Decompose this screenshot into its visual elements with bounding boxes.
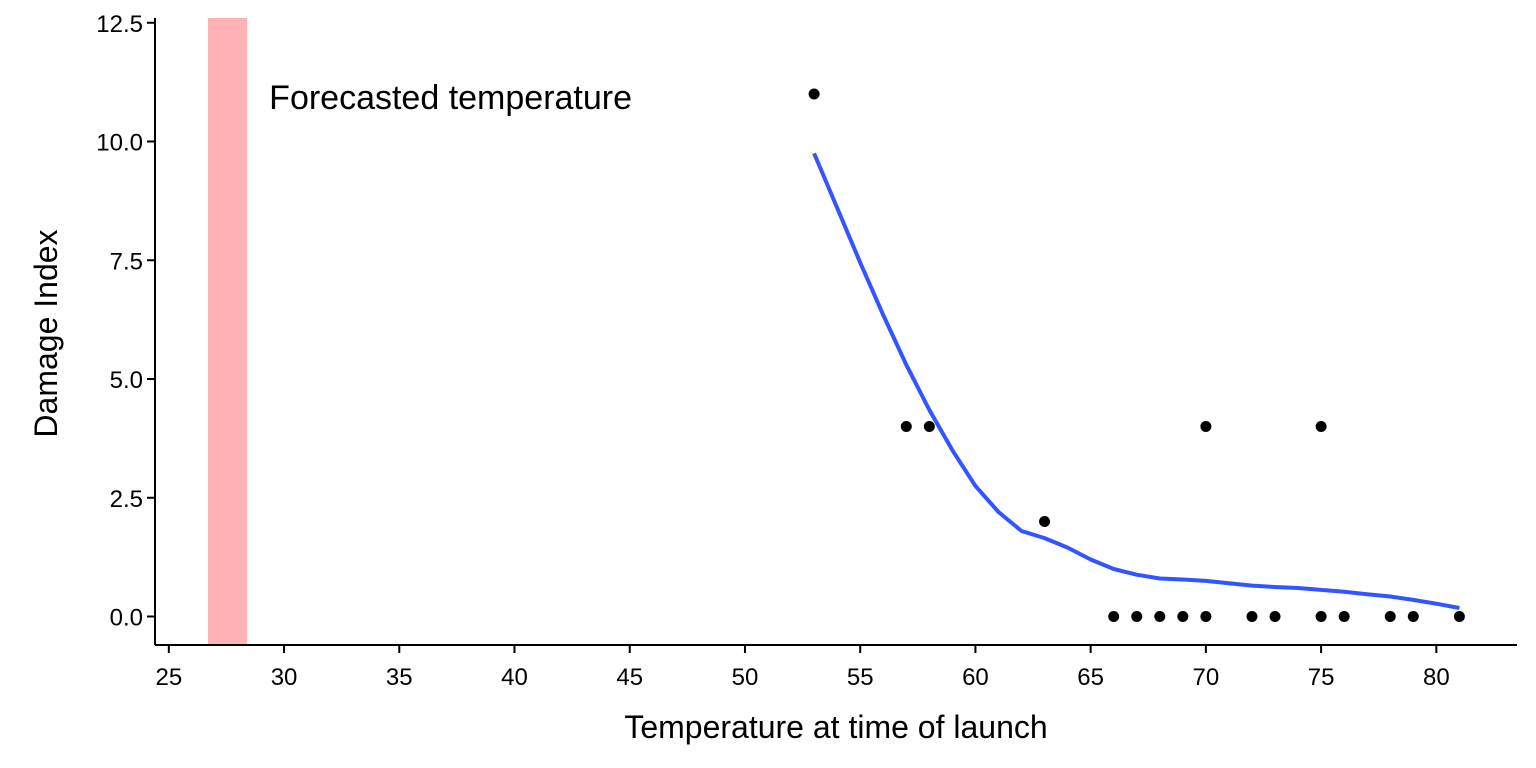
- y-tick-label: 5.0: [110, 367, 143, 394]
- y-tick-label: 7.5: [110, 248, 143, 275]
- data-point: [1200, 611, 1212, 622]
- data-point: [1407, 611, 1419, 622]
- data-point: [900, 421, 912, 432]
- data-point: [1315, 611, 1327, 622]
- x-tick-label: 60: [962, 664, 989, 691]
- data-point: [1131, 611, 1143, 622]
- x-tick-label: 80: [1423, 664, 1450, 691]
- x-tick-label: 50: [732, 664, 759, 691]
- data-point: [1154, 611, 1166, 622]
- data-point: [1177, 611, 1189, 622]
- forecast-band: [208, 18, 248, 645]
- x-ticks: 25 30 35 40 45 50 55 60 65 70 75 80: [155, 645, 1450, 691]
- data-point: [1338, 611, 1350, 622]
- data-point: [1384, 611, 1396, 622]
- x-tick-label: 25: [155, 664, 182, 691]
- y-tick-label: 12.5: [96, 11, 143, 38]
- data-point: [1039, 516, 1051, 527]
- y-tick-label: 10.0: [96, 130, 143, 157]
- smooth-trend-line: [812, 152, 1460, 610]
- data-point: [1315, 421, 1327, 432]
- x-tick-label: 40: [501, 664, 528, 691]
- x-tick-label: 55: [847, 664, 874, 691]
- data-point: [1269, 611, 1281, 622]
- x-tick-label: 30: [271, 664, 298, 691]
- x-tick-label: 75: [1308, 664, 1335, 691]
- axes: [154, 18, 1517, 646]
- data-point: [1108, 611, 1120, 622]
- data-point: [1200, 421, 1212, 432]
- x-tick-label: 35: [386, 664, 413, 691]
- y-tick-label: 2.5: [110, 486, 143, 513]
- data-point: [808, 88, 820, 100]
- x-tick-label: 70: [1193, 664, 1220, 691]
- x-tick-label: 45: [616, 664, 643, 691]
- data-point: [923, 421, 935, 432]
- data-point: [1453, 611, 1465, 622]
- x-tick-label: 65: [1077, 664, 1104, 691]
- series-layer: [808, 88, 1465, 622]
- x-axis-title: Temperature at time of launch: [624, 709, 1047, 745]
- highlight-band-layer: [208, 18, 248, 645]
- data-point: [1246, 611, 1258, 622]
- y-ticks: 0.0 2.5 5.0 7.5 10.0 12.5: [96, 11, 155, 632]
- forecast-annotation: Forecasted temperature: [269, 79, 632, 117]
- y-tick-label: 0.0: [110, 605, 143, 632]
- y-axis-title: Damage Index: [28, 229, 64, 437]
